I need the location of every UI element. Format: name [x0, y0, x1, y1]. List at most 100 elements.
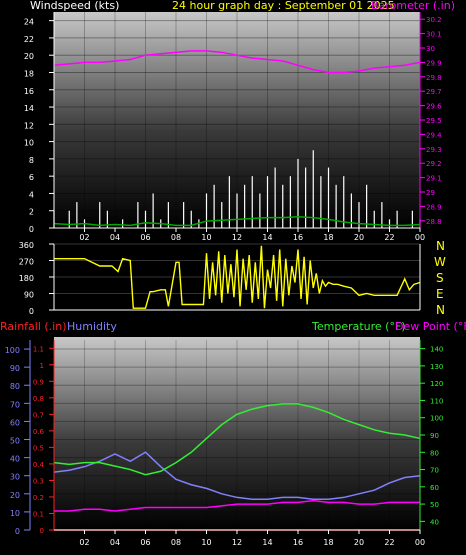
- temp-x-tick-label: 10: [201, 538, 211, 547]
- baro-y-tick-label: 29.3: [426, 146, 442, 154]
- wind-y-tick-label: 24: [24, 18, 34, 27]
- wind-y-tick-label: 14: [24, 104, 34, 113]
- wind-x-tick-label: 00: [415, 233, 425, 242]
- direction-y-tick-label: 360: [19, 241, 34, 250]
- wind-x-tick-label: 08: [171, 233, 181, 242]
- rain-y-tick-label: 1: [40, 362, 44, 370]
- humidity-y-tick-label: 90: [10, 364, 20, 373]
- wind-x-tick-label: 22: [384, 233, 394, 242]
- baro-y-tick-label: 29.2: [426, 160, 442, 168]
- temp-y-tick-label: 110: [430, 397, 443, 405]
- chart-title: 24 hour graph day : September 01 2025: [172, 0, 395, 12]
- humidity-y-tick-label: 0: [15, 527, 20, 536]
- baro-y-tick-label: 30.2: [426, 16, 442, 24]
- temp-x-tick-label: 00: [415, 538, 425, 547]
- temp-x-tick-label: 20: [354, 538, 364, 547]
- rain-y-tick-label: 1.1: [33, 345, 44, 353]
- temp-x-tick-label: 02: [79, 538, 89, 547]
- rain-y-tick-label: 0.1: [33, 510, 44, 518]
- dewpoint-axis-label: Dew Point (°F): [395, 320, 466, 333]
- humidity-y-tick-label: 70: [10, 400, 20, 409]
- temp-y-tick-label: 130: [430, 363, 443, 371]
- rain-y-tick-label: 0.9: [33, 378, 44, 386]
- baro-y-tick-label: 29.8: [426, 74, 442, 82]
- direction-letter-n-bottom: N: [436, 303, 445, 317]
- temp-y-tick-label: 140: [430, 346, 443, 354]
- baro-y-tick-label: 29.1: [426, 175, 442, 183]
- wind-y-tick-label: 0: [29, 225, 34, 234]
- temperature-axis-label: Temperature (°F): [311, 320, 406, 333]
- wind-x-tick-label: 06: [140, 233, 150, 242]
- baro-y-tick-label: 28.8: [426, 218, 442, 226]
- temp-x-tick-label: 22: [384, 538, 394, 547]
- temp-x-tick-label: 12: [232, 538, 242, 547]
- baro-y-tick-label: 30.1: [426, 31, 442, 39]
- temp-y-tick-label: 100: [430, 415, 443, 423]
- humidity-y-tick-label: 40: [10, 455, 20, 464]
- temp-y-tick-label: 120: [430, 380, 443, 388]
- baro-y-tick-label: 30: [426, 45, 435, 53]
- direction-letter-e: E: [436, 287, 444, 301]
- direction-letter-w: W: [434, 255, 446, 269]
- rain-y-tick-label: 0.4: [33, 461, 45, 469]
- rain-y-tick-label: 0.6: [33, 428, 45, 436]
- direction-y-tick-label: 90: [24, 291, 34, 300]
- temp-y-tick-label: 60: [430, 484, 439, 492]
- temp-x-tick-label: 08: [171, 538, 181, 547]
- wind-average-line: [53, 216, 421, 227]
- temp-y-tick-label: 50: [430, 501, 439, 509]
- temp-x-tick-label: 04: [110, 538, 120, 547]
- humidity-y-tick-label: 60: [10, 418, 20, 427]
- temperature-line: [53, 403, 421, 476]
- temp-y-tick-label: 40: [430, 518, 439, 526]
- wind-y-tick-label: 2: [29, 208, 34, 217]
- direction-y-tick-label: 270: [19, 258, 34, 267]
- humidity-line: [53, 451, 421, 500]
- wind-direction-line: [54, 245, 421, 309]
- direction-letter-n-top: N: [436, 239, 445, 253]
- humidity-y-tick-label: 10: [10, 509, 20, 518]
- baro-y-tick-label: 29.6: [426, 103, 442, 111]
- baro-y-tick-label: 29.4: [426, 131, 442, 139]
- humidity-y-tick-label: 80: [10, 382, 20, 391]
- baro-y-tick-label: 29.5: [426, 117, 442, 125]
- direction-y-tick-label: 0: [29, 307, 34, 316]
- barometer-axis-label: Barometer (.in): [371, 0, 455, 12]
- wind-y-tick-label: 12: [24, 121, 34, 130]
- direction-letter-s: S: [436, 271, 444, 285]
- wind-x-tick-label: 12: [232, 233, 242, 242]
- wind-y-tick-label: 18: [24, 69, 34, 78]
- rain-y-tick-label: 0.8: [33, 395, 44, 403]
- temp-x-tick-label: 06: [140, 538, 150, 547]
- rain-y-tick-label: 0.5: [33, 444, 44, 452]
- rain-y-tick-label: 0.3: [33, 477, 44, 485]
- humidity-y-tick-label: 100: [5, 346, 20, 355]
- wind-y-tick-label: 8: [29, 156, 34, 165]
- temp-y-tick-label: 80: [430, 449, 439, 457]
- wind-y-tick-label: 10: [24, 139, 34, 148]
- temp-x-tick-label: 14: [262, 538, 272, 547]
- direction-y-tick-label: 180: [19, 274, 34, 283]
- dewpoint-line: [54, 499, 420, 512]
- baro-y-tick-label: 29.7: [426, 88, 442, 96]
- windspeed-axis-label: Windspeed (kts): [30, 0, 119, 12]
- temp-y-tick-label: 90: [430, 432, 439, 440]
- wind-x-tick-label: 16: [293, 233, 303, 242]
- rain-y-tick-label: 0.7: [33, 411, 44, 419]
- wind-y-tick-label: 6: [29, 173, 34, 182]
- rain-y-tick-label: 0: [40, 527, 44, 535]
- barometer-line: [53, 50, 421, 74]
- humidity-y-tick-label: 20: [10, 491, 20, 500]
- wind-panel-bg: [54, 12, 420, 228]
- rainfall-axis-label: Rainfall (.in): [0, 320, 67, 333]
- rain-y-tick-label: 0.2: [33, 494, 44, 502]
- wind-x-tick-label: 02: [79, 233, 89, 242]
- wind-y-tick-label: 22: [24, 35, 34, 44]
- wind-y-tick-label: 16: [24, 87, 34, 96]
- wind-x-tick-label: 20: [354, 233, 364, 242]
- baro-y-tick-label: 29: [426, 189, 435, 197]
- temp-y-tick-label: 70: [430, 467, 439, 475]
- humidity-y-tick-label: 30: [10, 473, 20, 482]
- temp-x-tick-label: 18: [323, 538, 333, 547]
